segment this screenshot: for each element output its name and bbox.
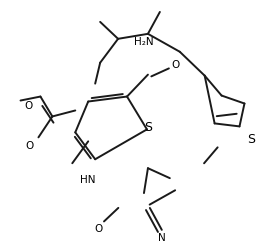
Text: O: O [94,224,102,234]
Text: S: S [144,121,152,134]
Text: O: O [24,101,33,111]
Text: N: N [158,233,166,243]
Text: HN: HN [80,175,95,185]
Text: H₂N: H₂N [134,37,154,47]
Text: S: S [248,133,256,146]
Text: O: O [25,141,33,151]
Text: O: O [172,60,180,70]
